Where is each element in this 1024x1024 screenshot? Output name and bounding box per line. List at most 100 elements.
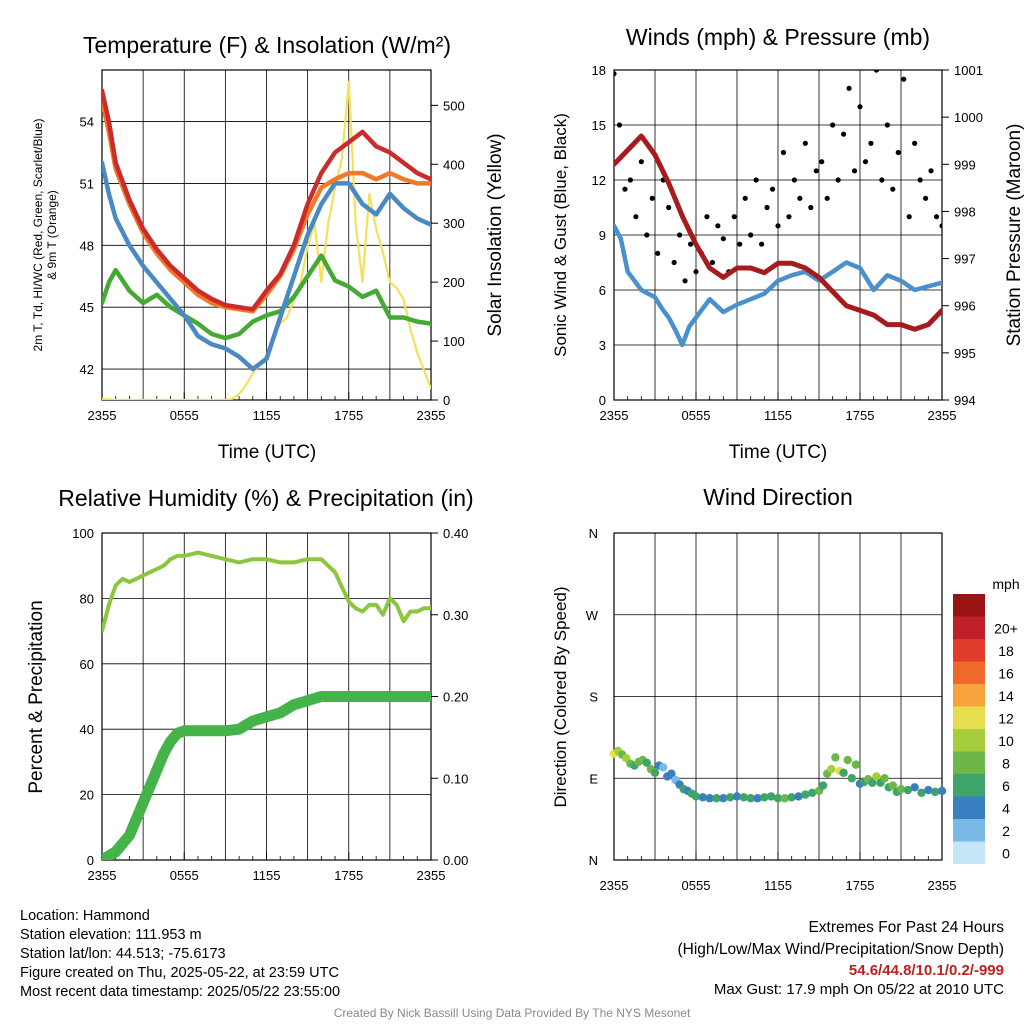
dir-point [831,753,840,762]
rh-ytick-left-label: 40 [80,722,94,737]
dir-legend-label: 20+ [994,621,1018,637]
wind-gust-point [753,177,759,183]
dir-ytick-label: W [586,608,599,623]
temp-xlabel: Time (UTC) [218,442,317,463]
extremes-values: 54.6/44.8/10.1/0.2/-999 [848,962,1004,979]
wind-xtick-label: 1155 [764,408,792,423]
wind-gust-point [737,241,743,247]
wind-gust-point [813,168,819,174]
rh-xtick-label: 2355 [88,868,117,883]
dir-point [780,794,790,803]
dir-legend-label: 18 [998,643,1014,659]
rh-ytick-left-label: 20 [80,788,94,803]
dir-point [930,787,940,797]
dir-point [794,792,803,801]
wind-ytick-right-label: 995 [954,346,976,361]
wind-ytick-right-label: 1000 [954,110,983,125]
rh-ytick-left-label: 100 [72,526,94,541]
station-elevation: Station elevation: 111.953 m [20,927,202,943]
rh-ytick-left-label: 60 [80,657,94,672]
dir-legend-label: 2 [1002,823,1010,839]
wind-gust-point [895,149,901,156]
wind-ytick-right-label: 998 [954,204,976,219]
wind-xlabel: Time (UTC) [729,442,828,463]
wind-xtick-label: 1755 [846,408,875,423]
dir-point [753,794,762,803]
wind-gust-point [709,259,716,266]
rh-ytick-right-label: 0.40 [443,526,468,541]
dir-point [659,763,668,772]
wind-gust-point [857,104,863,110]
wind-gust-point [928,168,934,174]
wind-gust-point [873,70,879,73]
wind-gust-point [655,250,661,256]
temp-series-line [102,253,431,341]
dir-point [691,792,701,801]
wind-gust-point [933,214,940,220]
wind-gust-point [906,214,912,220]
wind-gust-point [644,232,650,238]
temp-ylabel-left-1: 2m T, Td, HI/WC (Red, Green, Scarlet/Blu… [31,119,45,352]
wind-gust-point [868,140,874,146]
pressure-line [614,133,942,332]
wind-gust-point [835,177,841,183]
temp-series-line [102,160,431,372]
rh-title: Relative Humidity (%) & Precipitation (i… [58,485,473,511]
wind-gust-point [622,186,628,192]
wind-gust-point [666,204,672,211]
temp-xtick-label: 0555 [170,408,199,423]
wind-xtick-label: 2355 [600,408,629,423]
wind-gust-point [742,195,748,201]
rh-ytick-left-label: 80 [80,591,94,606]
wind-ytick-left-label: 15 [592,118,606,133]
rh-ylabel-left: Percent & Precipitation [26,600,47,793]
wind-ylabel-left: Sonic Wind & Gust (Blue, Black) [551,113,570,357]
wind-gust-point [786,214,792,220]
rh-xtick-label: 2355 [417,868,446,883]
wind-ytick-left-label: 3 [599,338,606,353]
wind-gust-point [638,159,644,165]
dir-point [787,793,796,802]
temp-ytick-right-label: 400 [443,157,465,172]
dir-point [839,768,848,777]
dir-point [725,793,735,802]
rh-xtick-label: 0555 [170,868,199,883]
dir-legend-swatch [953,751,985,774]
dir-legend-swatch [953,774,985,797]
dir-legend-label: 0 [1002,846,1010,862]
dir-point [903,785,913,795]
dir-point [766,792,776,801]
wind-gust-point [939,223,942,229]
dir-legend-swatch [953,819,985,842]
rh-ytick-right-label: 0.30 [443,608,468,623]
dir-point [868,778,877,787]
wind-gust-point [764,204,770,211]
wind-gust-point [649,195,655,201]
wind-gust-point [846,85,852,91]
temp-ytick-right-label: 0 [443,393,450,408]
rh-ytick-right-label: 0.00 [443,853,468,868]
dir-plot-frame [613,532,943,861]
dir-legend-label: 12 [998,711,1014,727]
dir-point [712,794,721,803]
dir-point [739,793,749,802]
dir-legend-label: 6 [1002,778,1010,794]
wind-gust-point [677,232,683,238]
dir-xtick-label: 2355 [600,878,629,893]
dir-point [705,794,714,803]
rh-xtick-label: 1755 [334,868,363,883]
station-location: Location: Hammond [20,908,150,924]
footer-credit: Created By Nick Bassill Using Data Provi… [333,1006,691,1020]
dir-title: Wind Direction [703,484,853,510]
dir-legend-swatch [953,639,985,662]
wind-ytick-left-label: 12 [592,173,606,188]
dir-legend-label: 16 [998,666,1014,682]
wind-gust-point [775,223,781,229]
dir-legend-swatch [953,706,985,729]
dir-ytick-label: N [589,853,598,868]
wind-gust-point [704,214,710,220]
dir-point [642,758,651,768]
dir-point [650,768,660,777]
wind-ytick-right-label: 996 [954,299,976,314]
wind-ytick-left-label: 9 [599,228,606,243]
